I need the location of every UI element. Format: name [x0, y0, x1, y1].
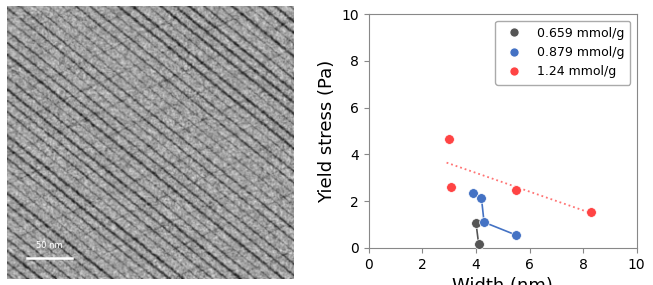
Y-axis label: Yield stress (Pa): Yield stress (Pa) [318, 60, 336, 203]
Text: 50 nm: 50 nm [36, 241, 63, 251]
1.24 mmol/g [445, 185, 456, 190]
X-axis label: Width (nm): Width (nm) [453, 277, 553, 285]
0.879 mmol/g [511, 233, 522, 237]
0.879 mmol/g [468, 191, 479, 195]
0.659 mmol/g [471, 221, 481, 226]
1.24 mmol/g [444, 137, 454, 142]
Legend: 0.659 mmol/g, 0.879 mmol/g, 1.24 mmol/g: 0.659 mmol/g, 0.879 mmol/g, 1.24 mmol/g [496, 21, 630, 84]
0.659 mmol/g [473, 242, 484, 247]
0.879 mmol/g [476, 196, 486, 200]
1.24 mmol/g [511, 187, 522, 192]
1.24 mmol/g [586, 209, 596, 214]
0.879 mmol/g [479, 220, 489, 225]
